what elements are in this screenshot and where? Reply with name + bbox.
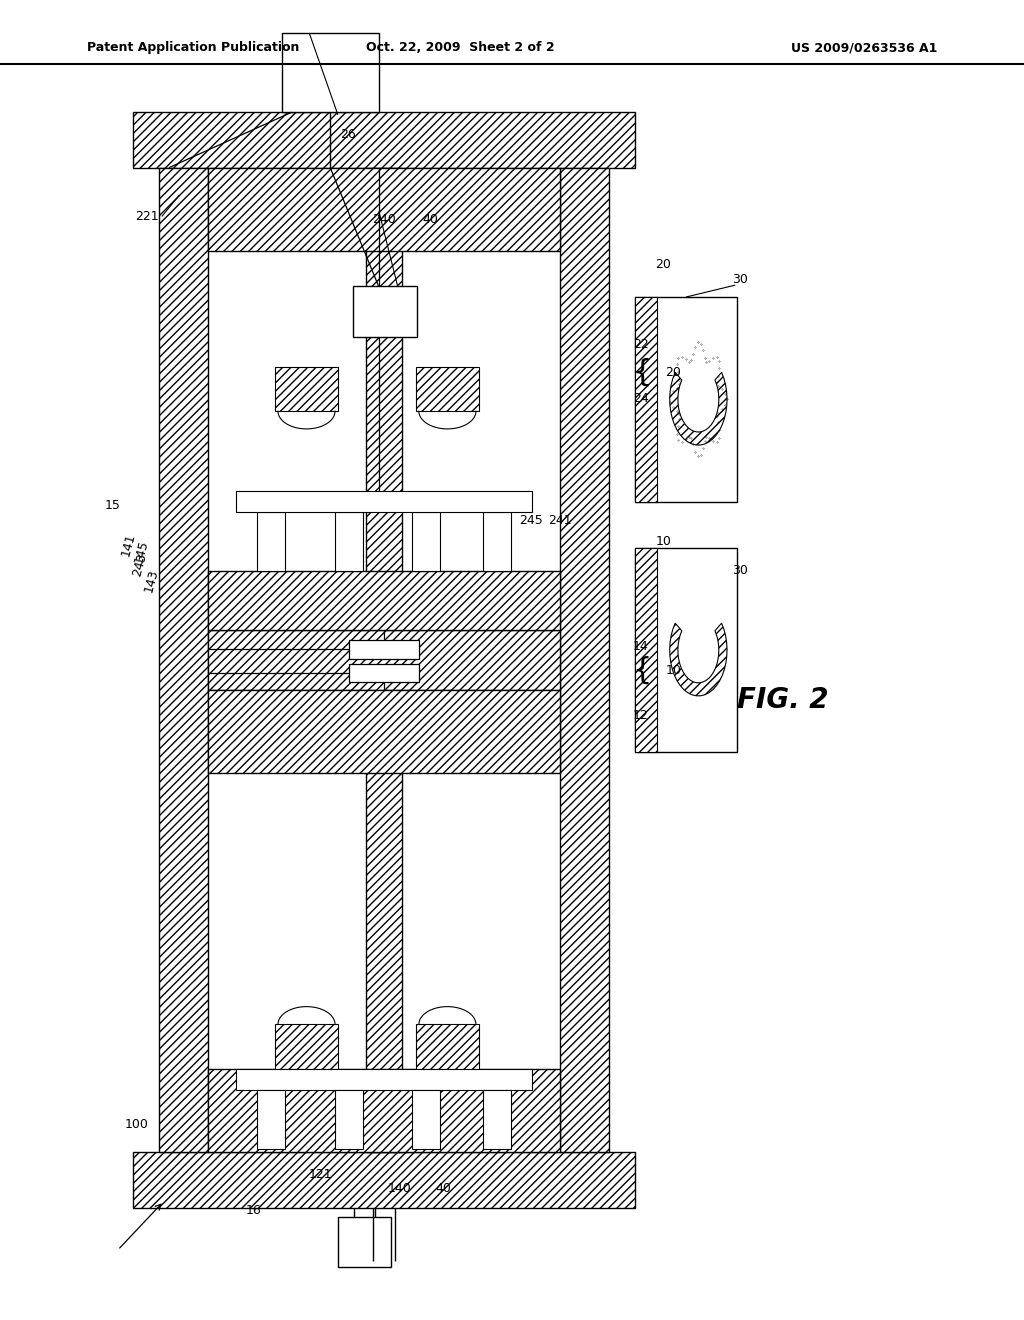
Bar <box>482 512 511 572</box>
Text: 245: 245 <box>519 513 543 527</box>
Bar <box>208 689 560 774</box>
Bar <box>349 640 419 659</box>
Bar <box>282 33 379 112</box>
Text: 240: 240 <box>372 213 396 226</box>
Text: 145: 145 <box>132 539 151 565</box>
Text: 20: 20 <box>666 366 682 379</box>
Bar <box>208 1069 560 1152</box>
Text: 243: 243 <box>131 552 150 578</box>
Bar <box>349 664 419 682</box>
Text: 40: 40 <box>422 213 438 226</box>
Text: 30: 30 <box>732 564 749 577</box>
Bar <box>257 512 286 572</box>
Bar <box>560 168 609 1152</box>
Text: 241: 241 <box>548 513 571 527</box>
Bar <box>635 548 737 752</box>
Bar <box>208 168 560 251</box>
Polygon shape <box>670 372 727 445</box>
Text: 26: 26 <box>340 128 356 141</box>
Text: 12: 12 <box>633 709 648 722</box>
Bar <box>237 1069 531 1090</box>
Bar <box>635 297 737 502</box>
Text: 30: 30 <box>732 273 749 286</box>
Text: 20: 20 <box>655 257 672 271</box>
Bar <box>133 112 635 168</box>
Bar <box>133 1152 635 1208</box>
Text: 14: 14 <box>633 640 648 653</box>
Bar <box>635 548 657 752</box>
Bar <box>208 631 560 689</box>
Text: US 2009/0263536 A1: US 2009/0263536 A1 <box>791 41 937 54</box>
Bar <box>366 168 402 1152</box>
Bar <box>635 297 657 502</box>
Text: 10: 10 <box>666 664 682 677</box>
Text: {: { <box>632 656 651 685</box>
Text: 24: 24 <box>633 392 648 405</box>
Text: 141: 141 <box>119 532 137 558</box>
Text: 15: 15 <box>104 499 121 512</box>
Text: 121: 121 <box>308 1168 333 1181</box>
Text: {: { <box>632 358 651 387</box>
Bar <box>274 367 338 412</box>
Text: 40: 40 <box>435 1181 452 1195</box>
Bar <box>257 1090 286 1150</box>
Bar <box>413 1090 440 1150</box>
Text: 10: 10 <box>655 535 672 548</box>
Bar <box>208 572 560 631</box>
Text: 221: 221 <box>135 210 159 223</box>
Text: 16: 16 <box>246 1204 262 1217</box>
Text: Oct. 22, 2009  Sheet 2 of 2: Oct. 22, 2009 Sheet 2 of 2 <box>367 41 555 54</box>
Text: 140: 140 <box>387 1181 412 1195</box>
Bar <box>353 286 417 337</box>
Polygon shape <box>670 623 727 696</box>
Bar <box>237 491 531 512</box>
Bar <box>416 1024 479 1069</box>
Text: 100: 100 <box>125 1118 148 1131</box>
Bar <box>335 1090 362 1150</box>
Bar <box>274 1024 338 1069</box>
Text: Patent Application Publication: Patent Application Publication <box>87 41 299 54</box>
Text: 143: 143 <box>142 568 161 594</box>
Bar <box>338 1217 391 1267</box>
Text: FIG. 2: FIG. 2 <box>737 685 828 714</box>
Bar <box>482 1090 511 1150</box>
Bar <box>335 512 362 572</box>
Bar <box>159 168 208 1152</box>
Text: 22: 22 <box>633 338 648 351</box>
Bar <box>413 512 440 572</box>
Bar <box>416 367 479 412</box>
